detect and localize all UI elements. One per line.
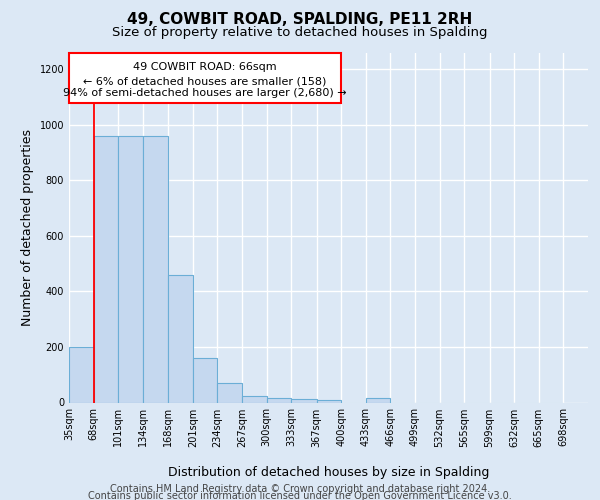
Text: Size of property relative to detached houses in Spalding: Size of property relative to detached ho… [112,26,488,39]
Text: 49, COWBIT ROAD, SPALDING, PE11 2RH: 49, COWBIT ROAD, SPALDING, PE11 2RH [127,12,473,28]
Text: Contains HM Land Registry data © Crown copyright and database right 2024.: Contains HM Land Registry data © Crown c… [110,484,490,494]
Bar [242,396,266,402]
Text: Contains public sector information licensed under the Open Government Licence v3: Contains public sector information licen… [88,491,512,500]
Text: ← 6% of detached houses are smaller (158): ← 6% of detached houses are smaller (158… [83,76,327,86]
Text: Distribution of detached houses by size in Spalding: Distribution of detached houses by size … [168,466,490,479]
Bar [266,398,291,402]
Bar [291,398,317,402]
Bar [366,398,391,402]
Bar [217,383,242,402]
Y-axis label: Number of detached properties: Number of detached properties [21,129,34,326]
Bar [193,358,217,403]
Text: 94% of semi-detached houses are larger (2,680) →: 94% of semi-detached houses are larger (… [63,88,347,99]
Bar [317,400,341,402]
Bar [69,347,94,403]
Bar [168,274,193,402]
Bar [94,136,118,402]
Text: 49 COWBIT ROAD: 66sqm: 49 COWBIT ROAD: 66sqm [133,62,277,72]
Bar [118,136,143,402]
Bar [143,136,168,402]
